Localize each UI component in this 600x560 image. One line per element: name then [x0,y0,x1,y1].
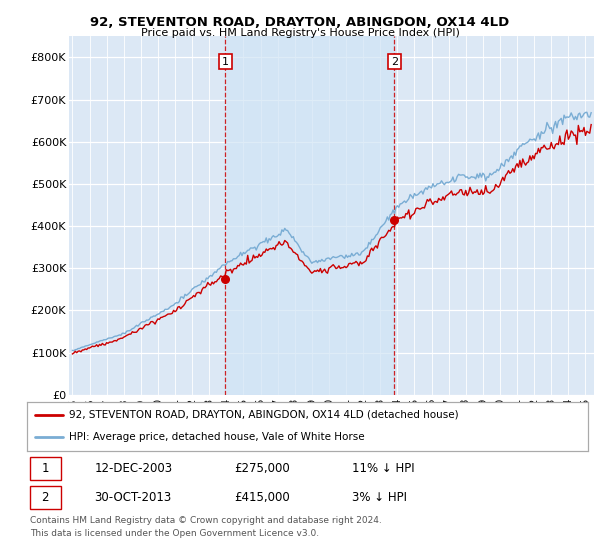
Text: £275,000: £275,000 [235,462,290,475]
Text: HPI: Average price, detached house, Vale of White Horse: HPI: Average price, detached house, Vale… [69,432,365,442]
Text: 1: 1 [41,462,49,475]
Text: Price paid vs. HM Land Registry's House Price Index (HPI): Price paid vs. HM Land Registry's House … [140,28,460,38]
Bar [226,36,394,395]
FancyBboxPatch shape [30,486,61,510]
Text: 2: 2 [41,491,49,504]
Text: 92, STEVENTON ROAD, DRAYTON, ABINGDON, OX14 4LD: 92, STEVENTON ROAD, DRAYTON, ABINGDON, O… [91,16,509,29]
Text: 3% ↓ HPI: 3% ↓ HPI [352,491,407,504]
Text: 30-OCT-2013: 30-OCT-2013 [94,491,172,504]
Text: 12-DEC-2003: 12-DEC-2003 [94,462,172,475]
Text: 1: 1 [222,57,229,67]
Text: Contains HM Land Registry data © Crown copyright and database right 2024.
This d: Contains HM Land Registry data © Crown c… [30,516,382,538]
FancyBboxPatch shape [30,456,61,480]
Text: 2: 2 [391,57,398,67]
Text: 92, STEVENTON ROAD, DRAYTON, ABINGDON, OX14 4LD (detached house): 92, STEVENTON ROAD, DRAYTON, ABINGDON, O… [69,410,459,420]
Text: £415,000: £415,000 [235,491,290,504]
Text: 11% ↓ HPI: 11% ↓ HPI [352,462,415,475]
